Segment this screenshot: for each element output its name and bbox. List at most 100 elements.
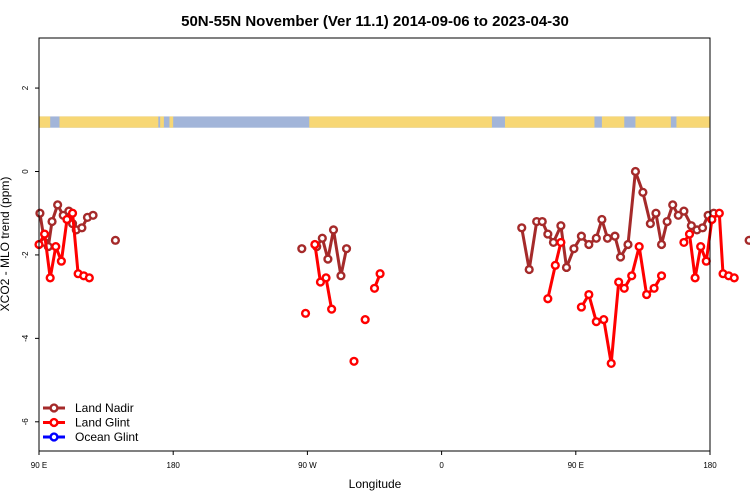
data-point bbox=[517, 223, 527, 233]
data-point bbox=[51, 241, 61, 252]
data-point bbox=[673, 210, 683, 220]
data-point bbox=[35, 208, 45, 218]
legend-swatch-marker bbox=[49, 417, 59, 428]
data-point bbox=[606, 358, 616, 368]
data-point bbox=[341, 244, 352, 254]
data-point bbox=[656, 271, 667, 281]
data-point bbox=[627, 271, 637, 281]
y-tick-label: -6 bbox=[21, 418, 30, 426]
data-point bbox=[597, 214, 607, 225]
series-line bbox=[546, 242, 563, 300]
land-band-3 bbox=[169, 116, 174, 128]
data-point bbox=[548, 237, 559, 248]
data-point bbox=[561, 262, 572, 273]
data-point bbox=[576, 302, 586, 312]
data-point bbox=[686, 221, 696, 231]
data-point bbox=[110, 235, 121, 245]
land-ocean-band bbox=[39, 116, 710, 128]
data-point bbox=[656, 239, 667, 250]
data-point bbox=[543, 229, 553, 239]
data-point bbox=[602, 233, 613, 243]
data-point bbox=[550, 260, 560, 270]
data-point bbox=[77, 223, 87, 233]
legend-label: Land Glint bbox=[75, 416, 130, 430]
y-tick-label: -4 bbox=[21, 334, 30, 342]
data-point bbox=[623, 239, 633, 250]
data-point bbox=[45, 273, 55, 283]
legend-label: Ocean Glint bbox=[75, 430, 139, 444]
data-point bbox=[349, 356, 359, 366]
series-land-glint bbox=[34, 208, 739, 368]
data-point bbox=[614, 277, 624, 287]
data-point bbox=[537, 216, 547, 227]
data-point bbox=[62, 214, 72, 225]
data-point bbox=[591, 233, 601, 243]
data-point bbox=[679, 237, 689, 248]
data-point bbox=[642, 289, 652, 300]
y-tick-label: -2 bbox=[21, 251, 30, 259]
data-point bbox=[662, 216, 672, 227]
legend-swatch-marker bbox=[49, 432, 59, 442]
legend-label: Land Nadir bbox=[75, 401, 134, 415]
data-point bbox=[328, 225, 339, 235]
land-band-8 bbox=[676, 116, 710, 128]
data-point bbox=[714, 208, 724, 218]
data-point bbox=[645, 219, 655, 229]
x-tick-label: 180 bbox=[703, 461, 717, 470]
data-point bbox=[84, 273, 94, 283]
data-point bbox=[543, 294, 553, 304]
data-point bbox=[619, 283, 629, 293]
data-point bbox=[634, 241, 644, 252]
data-point bbox=[696, 241, 706, 252]
data-point bbox=[524, 264, 534, 275]
data-point bbox=[651, 208, 661, 218]
data-point bbox=[300, 308, 311, 318]
data-point bbox=[47, 216, 57, 227]
data-point bbox=[729, 273, 739, 283]
land-band-0 bbox=[39, 116, 51, 128]
data-point bbox=[707, 214, 717, 225]
x-axis-label: Longitude bbox=[349, 477, 402, 491]
data-point bbox=[638, 187, 648, 197]
data-point bbox=[615, 252, 626, 262]
data-point bbox=[375, 269, 385, 279]
data-point bbox=[684, 229, 695, 239]
y-tick-label: 2 bbox=[21, 85, 30, 90]
land-band-7 bbox=[635, 116, 671, 128]
data-point bbox=[556, 221, 566, 231]
data-point bbox=[297, 244, 307, 254]
land-band-2 bbox=[160, 116, 164, 128]
plot-frame bbox=[38, 37, 711, 452]
x-axis: 90 E 180 90 W 0 90 E 180 bbox=[31, 451, 717, 470]
data-point bbox=[310, 239, 320, 250]
data-point bbox=[336, 271, 346, 281]
data-point bbox=[599, 314, 609, 325]
legend-item-ocean-glint: Ocean Glint bbox=[43, 430, 139, 444]
legend-item-land-glint: Land Glint bbox=[43, 416, 130, 430]
land-band-1 bbox=[59, 116, 159, 128]
data-point bbox=[690, 273, 700, 283]
series-land-nadir bbox=[35, 166, 750, 281]
data-point bbox=[584, 239, 594, 250]
data-point bbox=[327, 304, 337, 314]
data-point bbox=[317, 233, 327, 243]
data-point bbox=[679, 206, 689, 216]
data-point bbox=[315, 277, 326, 287]
data-point bbox=[668, 200, 678, 210]
x-tick-label: 0 bbox=[439, 461, 444, 470]
land-band-4 bbox=[309, 116, 492, 128]
data-point bbox=[701, 256, 711, 266]
data-point bbox=[39, 229, 50, 239]
land-band-6 bbox=[601, 116, 625, 128]
data-point bbox=[584, 289, 594, 300]
data-point bbox=[649, 283, 659, 293]
data-point bbox=[67, 208, 78, 218]
x-tick-label: 90 E bbox=[568, 461, 584, 470]
data-point bbox=[744, 235, 750, 245]
data-point bbox=[56, 256, 66, 266]
data-point bbox=[323, 254, 333, 264]
x-tick-label: 90 E bbox=[31, 461, 47, 470]
chart-title: 50N-55N November (Ver 11.1) 2014-09-06 t… bbox=[181, 13, 569, 30]
